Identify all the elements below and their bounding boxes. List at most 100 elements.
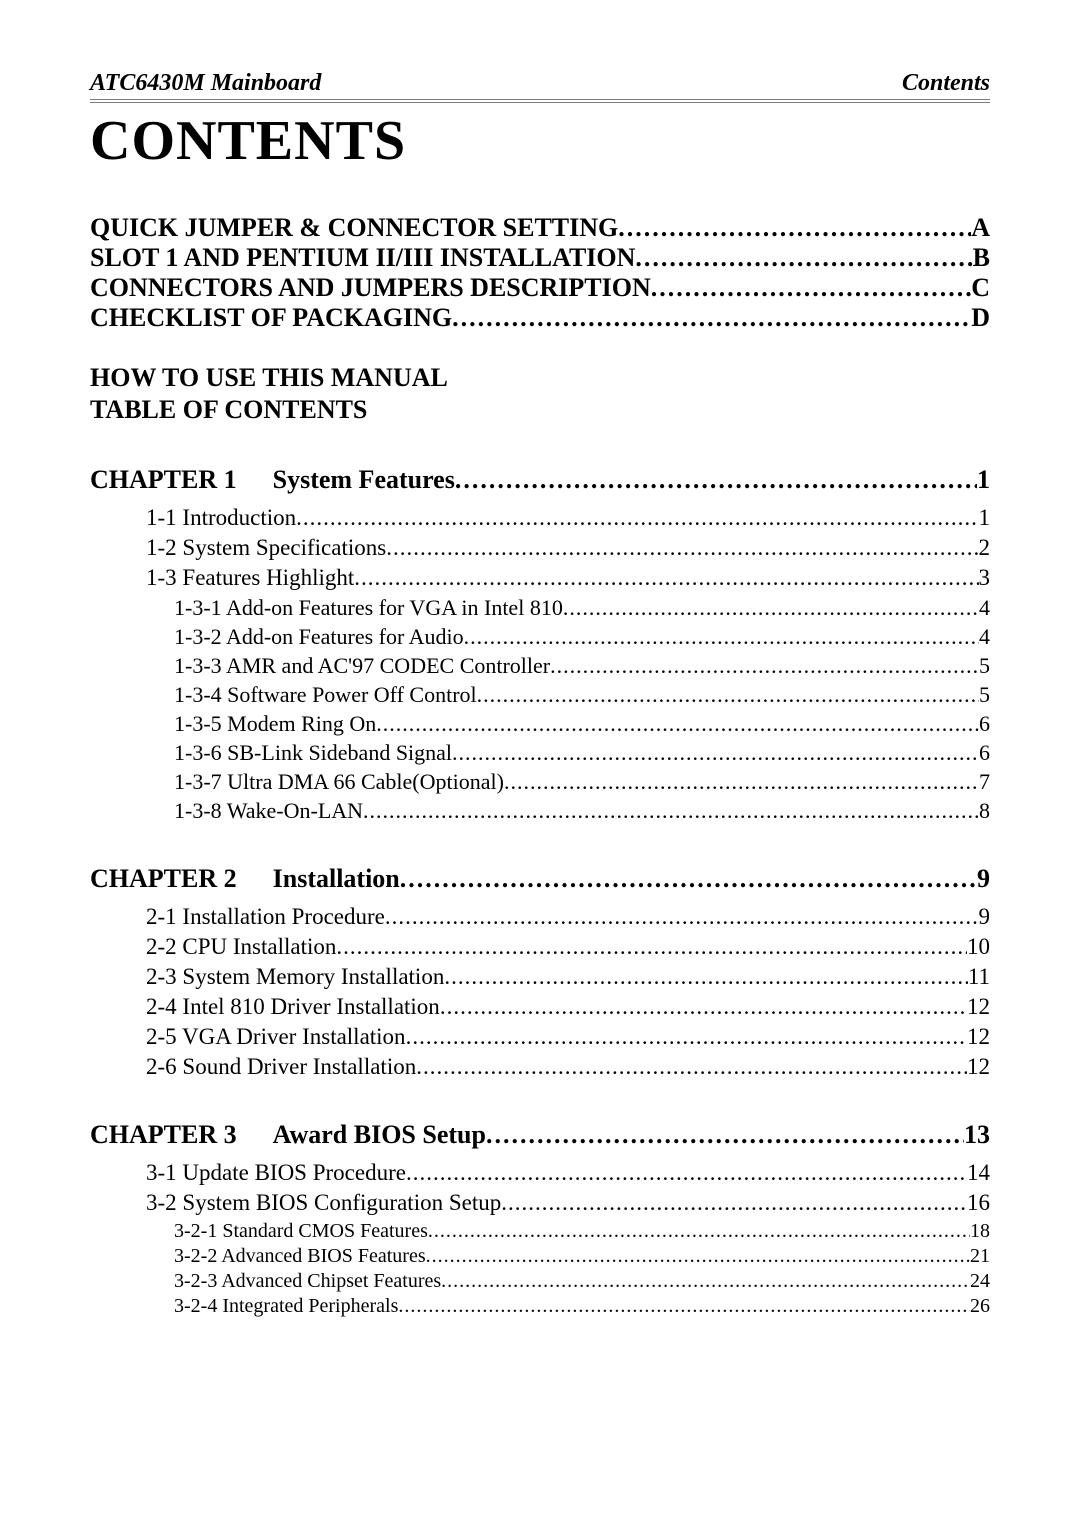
sub-label: 1-3-5 Modem Ring On [174,711,376,737]
leader-dots [354,565,978,591]
entry-page: 11 [968,964,990,990]
toc-subentry: 1-3-1 Add-on Features for VGA in Intel 8… [174,595,990,621]
subsub-label: 3-2-1 Standard CMOS Features [174,1220,428,1243]
sub-page: 5 [979,653,990,679]
leader-dots [440,994,967,1020]
sub-label: 1-3-8 Wake-On-LAN [174,798,363,824]
chapter-row: CHAPTER 3Award BIOS Setup13 [90,1120,990,1150]
toc-entry: 1-3 Features Highlight3 [146,565,990,591]
toc-entry: 2-5 VGA Driver Installation12 [146,1024,990,1050]
chapter-page: 9 [977,864,990,894]
chapter-title: Installation [273,864,400,894]
front-label: QUICK JUMPER & CONNECTOR SETTING [90,213,618,243]
toc-entry: 2-3 System Memory Installation 11 [146,964,990,990]
entry-label: 2-1 Installation Procedure [146,904,385,930]
leader-dots [452,303,971,333]
chapter-page: 13 [964,1120,990,1150]
toc-subentry: 1-3-6 SB-Link Sideband Signal 6 [174,740,990,766]
leader-dots [501,1190,967,1216]
entry-page: 16 [967,1190,990,1216]
toc-subsubentry: 3-2-4 Integrated Peripherals 26 [174,1295,990,1318]
toc-subsubentry: 3-2-1 Standard CMOS Features 18 [174,1220,990,1243]
chapter-page: 1 [977,465,990,495]
chapter-title: System Features [273,465,455,495]
toc-subentry: 1-3-8 Wake-On-LAN8 [174,798,990,824]
toc-entry: 2-4 Intel 810 Driver Installation12 [146,994,990,1020]
leader-dots [452,740,979,766]
leader-dots [563,595,979,621]
front-row: CHECKLIST OF PACKAGINGD [90,303,990,333]
leader-dots [477,682,979,708]
leader-dots [336,934,967,960]
toc-subentry: 1-3-3 AMR and AC'97 CODEC Controller 5 [174,653,990,679]
toc-entry: 2-6 Sound Driver Installation12 [146,1054,990,1080]
leader-dots [406,1160,967,1186]
leader-dots [635,243,972,273]
sub-page: 5 [979,682,990,708]
front-row: QUICK JUMPER & CONNECTOR SETTING A [90,213,990,243]
sub-page: 4 [979,595,990,621]
leader-dots [296,505,978,531]
sub-label: 1-3-4 Software Power Off Control [174,682,477,708]
sub-label: 1-3-6 SB-Link Sideband Signal [174,740,452,766]
front-page: B [973,243,990,273]
chapter-entries: 2-1 Installation Procedure92-2 CPU Insta… [90,904,990,1080]
entry-page: 10 [967,934,990,960]
entry-page: 12 [967,1054,990,1080]
entry-page: 9 [979,904,991,930]
section-head-line: HOW TO USE THIS MANUAL [90,363,990,393]
leader-dots [504,769,979,795]
subsub-page: 26 [970,1295,990,1318]
subsub-label: 3-2-4 Integrated Peripherals [174,1295,398,1318]
leader-dots [426,1245,970,1268]
entry-label: 3-2 System BIOS Configuration Setup [146,1190,501,1216]
sub-page: 6 [979,740,990,766]
leader-dots [428,1220,970,1243]
toc-subentry: 1-3-4 Software Power Off Control 5 [174,682,990,708]
leader-dots [406,1024,967,1050]
sub-page: 6 [979,711,990,737]
leader-dots [464,624,979,650]
entry-page: 14 [967,1160,990,1186]
front-row: SLOT 1 AND PENTIUM II/III INSTALLATIONB [90,243,990,273]
section-heads: HOW TO USE THIS MANUALTABLE OF CONTENTS [90,363,990,425]
leader-dots [441,1270,970,1293]
entry-label: 2-3 System Memory Installation [146,964,444,990]
entry-label: 1-1 Introduction [146,505,296,531]
sub-label: 1-3-2 Add-on Features for Audio [174,624,464,650]
leader-dots [455,465,977,495]
toc-subentry: 1-3-5 Modem Ring On 6 [174,711,990,737]
subsub-page: 24 [970,1270,990,1293]
leader-dots [651,273,971,303]
entry-label: 2-4 Intel 810 Driver Installation [146,994,440,1020]
entry-label: 2-5 VGA Driver Installation [146,1024,406,1050]
subsub-page: 18 [970,1220,990,1243]
entry-page: 3 [979,565,991,591]
page-title: CONTENTS [90,109,990,173]
front-label: CHECKLIST OF PACKAGING [90,303,452,333]
sub-page: 4 [979,624,990,650]
chapter-number: CHAPTER 1 [90,465,237,495]
leader-dots [618,213,971,243]
section-head-line: TABLE OF CONTENTS [90,395,990,425]
leader-dots [386,535,978,561]
toc-subentry: 1-3-7 Ultra DMA 66 Cable(Optional) 7 [174,769,990,795]
toc-entry: 2-1 Installation Procedure 9 [146,904,990,930]
chapter-row: CHAPTER 1 System Features 1 [90,465,990,495]
front-page: A [971,213,990,243]
entry-label: 1-2 System Specifications [146,535,386,561]
leader-dots [400,864,977,894]
header-left: ATC6430M Mainboard [90,70,321,97]
leader-dots [486,1120,964,1150]
chapter-title: Award BIOS Setup [273,1120,486,1150]
sub-label: 1-3-7 Ultra DMA 66 Cable(Optional) [174,769,504,795]
toc-subsubentry: 3-2-2 Advanced BIOS Features21 [174,1245,990,1268]
sub-page: 7 [979,769,990,795]
chapter-entries: 1-1 Introduction11-2 System Specificatio… [90,505,990,824]
sub-label: 1-3-1 Add-on Features for VGA in Intel 8… [174,595,563,621]
chapter-row: CHAPTER 2Installation9 [90,864,990,894]
sub-label: 1-3-3 AMR and AC'97 CODEC Controller [174,653,550,679]
toc-entry: 3-1 Update BIOS Procedure14 [146,1160,990,1186]
front-matter: QUICK JUMPER & CONNECTOR SETTING ASLOT 1 … [90,213,990,333]
leader-dots [416,1054,967,1080]
